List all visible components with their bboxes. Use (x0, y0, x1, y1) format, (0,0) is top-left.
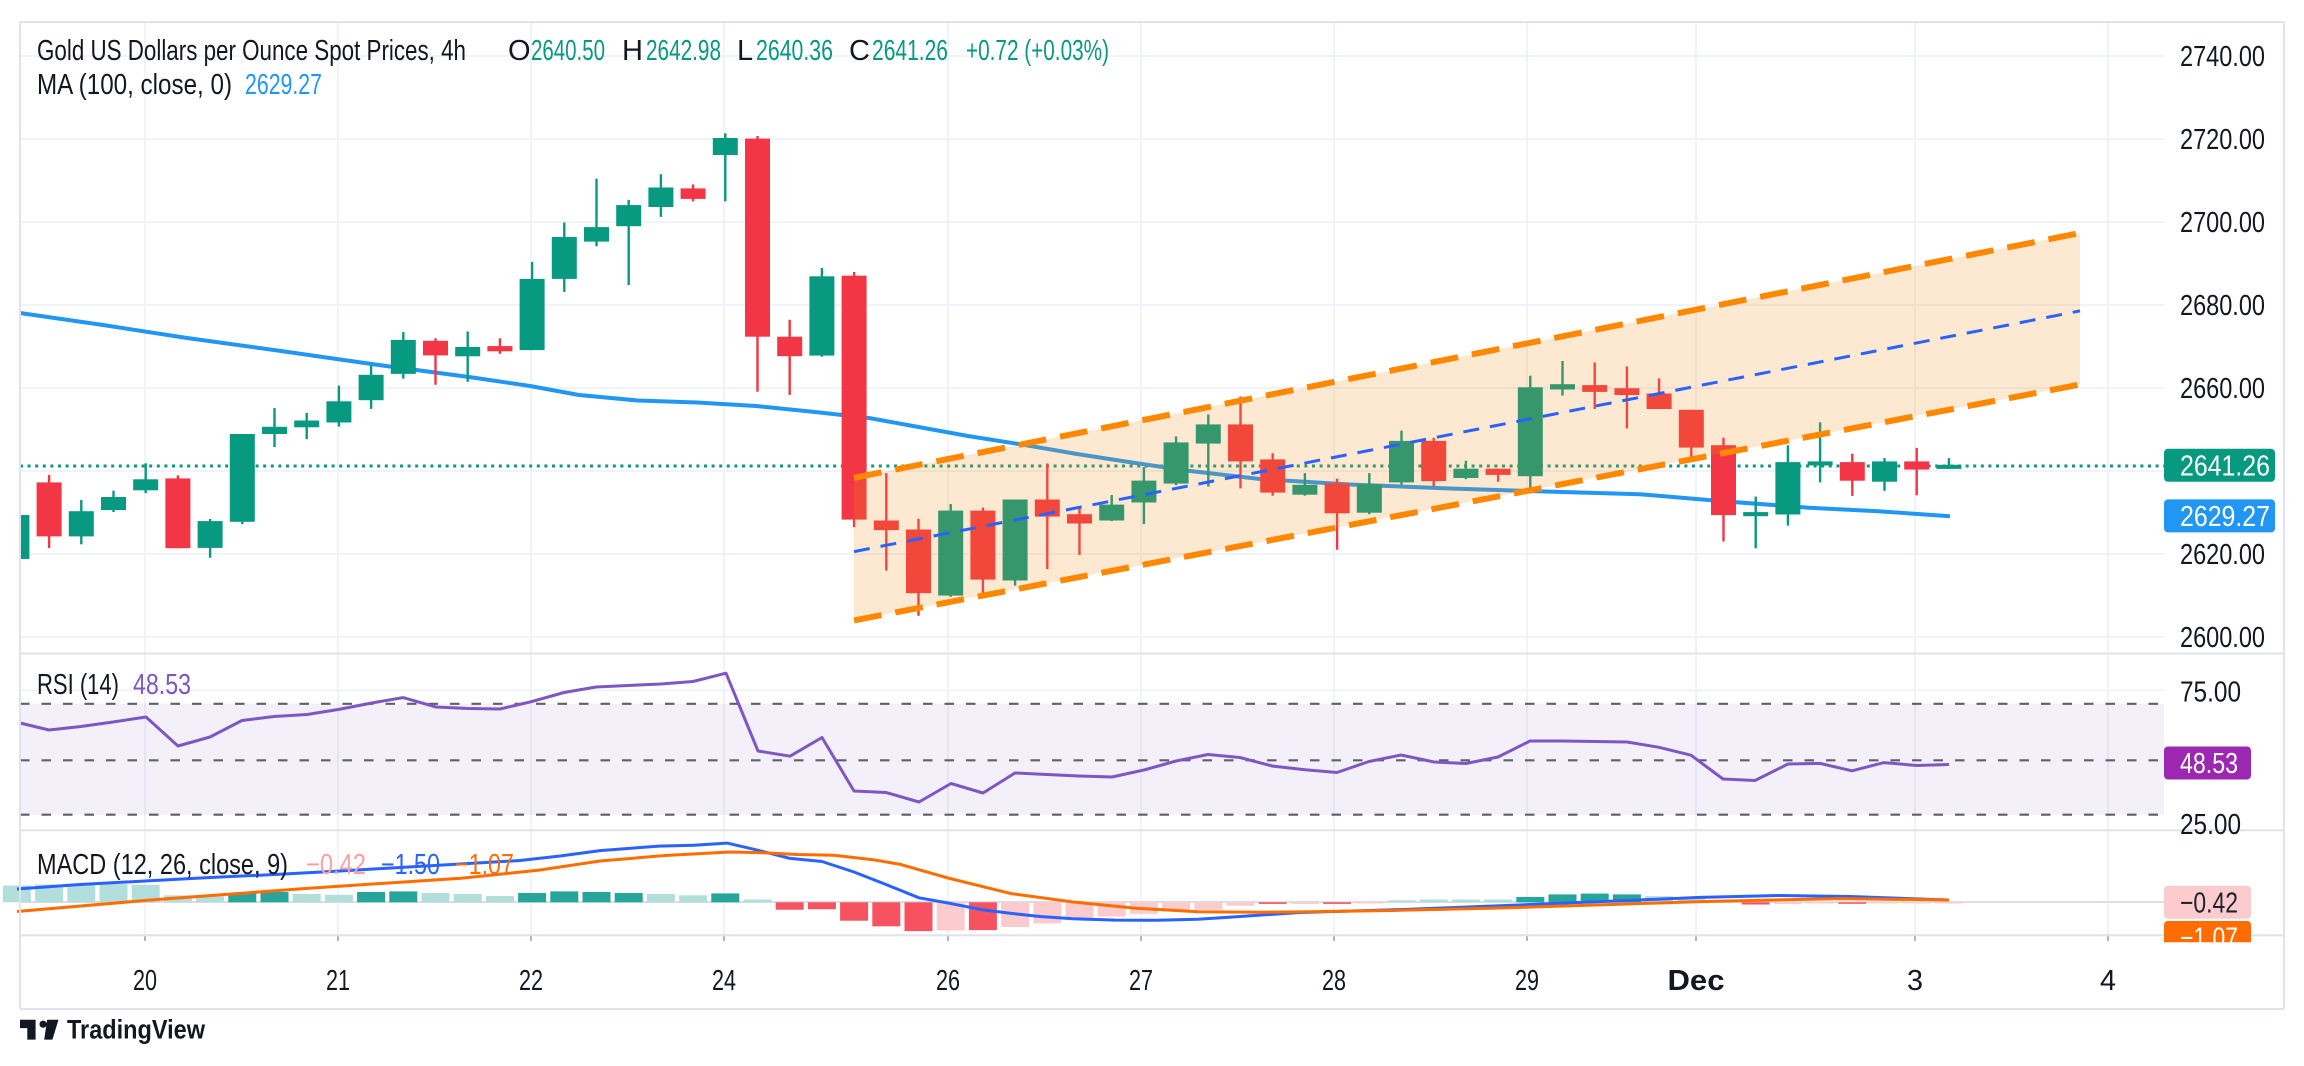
svg-text:3: 3 (1907, 965, 1923, 997)
svg-text:Dec: Dec (1668, 965, 1725, 997)
svg-text:−1.50: −1.50 (381, 849, 440, 881)
svg-text:48.53: 48.53 (2180, 748, 2238, 780)
svg-text:27: 27 (1129, 965, 1153, 997)
svg-text:L: L (737, 35, 753, 67)
svg-text:48.53: 48.53 (133, 669, 191, 701)
svg-text:2641.26: 2641.26 (872, 35, 948, 67)
svg-text:29: 29 (1515, 965, 1539, 997)
svg-text:4: 4 (2100, 965, 2116, 997)
svg-text:28: 28 (1322, 965, 1346, 997)
svg-text:26: 26 (936, 965, 960, 997)
svg-text:2641.26: 2641.26 (2180, 450, 2270, 482)
svg-text:2640.50: 2640.50 (531, 35, 605, 67)
svg-text:25.00: 25.00 (2180, 809, 2241, 841)
svg-text:O: O (508, 35, 531, 67)
svg-text:2660.00: 2660.00 (2180, 373, 2265, 405)
svg-text:+0.72 (+0.03%): +0.72 (+0.03%) (966, 35, 1109, 67)
svg-text:2620.00: 2620.00 (2180, 539, 2265, 571)
svg-text:2640.36: 2640.36 (756, 35, 833, 67)
svg-text:2642.98: 2642.98 (646, 35, 721, 67)
svg-text:MA (100, close, 0): MA (100, close, 0) (37, 69, 232, 101)
svg-text:2700.00: 2700.00 (2180, 207, 2265, 239)
svg-text:2680.00: 2680.00 (2180, 290, 2265, 322)
svg-text:2629.27: 2629.27 (245, 69, 322, 101)
svg-text:−0.42: −0.42 (306, 849, 366, 881)
svg-text:2600.00: 2600.00 (2180, 622, 2265, 654)
svg-text:2720.00: 2720.00 (2180, 124, 2265, 156)
svg-text:2629.27: 2629.27 (2180, 501, 2270, 533)
svg-text:21: 21 (326, 965, 350, 997)
svg-text:20: 20 (133, 965, 157, 997)
svg-text:MACD (12, 26, close, 9): MACD (12, 26, close, 9) (37, 849, 288, 881)
svg-text:RSI (14): RSI (14) (37, 669, 119, 701)
svg-text:22: 22 (519, 965, 543, 997)
svg-text:−1.07: −1.07 (455, 849, 514, 881)
svg-text:TradingView: TradingView (67, 1015, 206, 1045)
svg-text:C: C (849, 35, 870, 67)
svg-text:2740.00: 2740.00 (2180, 41, 2265, 73)
svg-text:H: H (622, 35, 643, 67)
svg-text:24: 24 (712, 965, 736, 997)
svg-text:−0.42: −0.42 (2180, 887, 2238, 919)
svg-text:−1.07: −1.07 (2180, 922, 2238, 954)
svg-text:Gold US Dollars per Ounce Spot: Gold US Dollars per Ounce Spot Prices, 4… (37, 35, 466, 67)
svg-text:75.00: 75.00 (2180, 677, 2241, 709)
